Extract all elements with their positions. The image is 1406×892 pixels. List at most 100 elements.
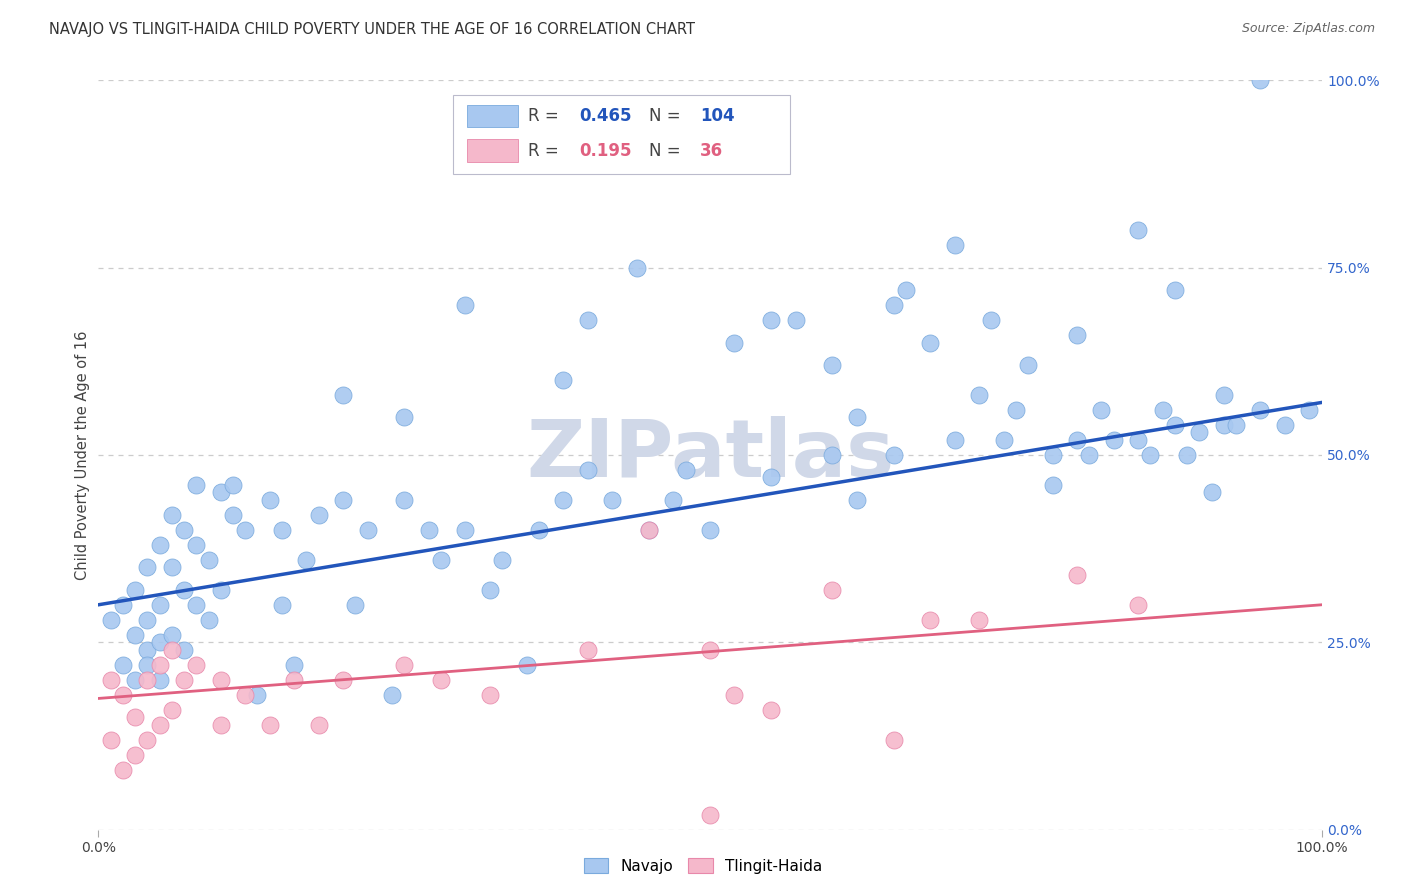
Point	[381, 688, 404, 702]
Text: 36: 36	[700, 142, 723, 160]
Point	[723, 688, 745, 702]
Point	[1017, 358, 1039, 372]
Point	[1201, 485, 1223, 500]
FancyBboxPatch shape	[467, 105, 517, 128]
Point	[283, 657, 305, 672]
Point	[308, 508, 330, 522]
Point	[332, 492, 354, 507]
Point	[332, 388, 354, 402]
Point	[1249, 403, 1271, 417]
Point	[821, 582, 844, 597]
Point	[1128, 223, 1150, 237]
Point	[149, 657, 172, 672]
Point	[723, 335, 745, 350]
Point	[478, 582, 501, 597]
Text: 104: 104	[700, 107, 735, 125]
Point	[1164, 283, 1187, 297]
Point	[209, 717, 232, 731]
Point	[100, 673, 122, 687]
Point	[553, 373, 575, 387]
Point	[1102, 433, 1125, 447]
Point	[430, 553, 453, 567]
Point	[454, 298, 477, 312]
Point	[149, 598, 172, 612]
Point	[186, 657, 208, 672]
Point	[993, 433, 1015, 447]
Point	[124, 747, 146, 762]
Point	[943, 433, 966, 447]
Text: N =: N =	[648, 107, 681, 125]
Point	[418, 523, 440, 537]
Point	[100, 732, 122, 747]
Point	[149, 635, 172, 649]
Point	[283, 673, 305, 687]
Point	[173, 582, 195, 597]
Text: R =: R =	[527, 142, 558, 160]
Point	[186, 478, 208, 492]
Point	[761, 470, 783, 484]
Point	[173, 523, 195, 537]
Point	[1066, 433, 1088, 447]
FancyBboxPatch shape	[467, 139, 517, 162]
Point	[209, 673, 232, 687]
Point	[1274, 417, 1296, 432]
Point	[356, 523, 378, 537]
Point	[980, 313, 1002, 327]
Point	[124, 628, 146, 642]
Point	[1042, 478, 1064, 492]
Point	[136, 732, 159, 747]
Point	[233, 523, 256, 537]
Point	[894, 283, 917, 297]
Point	[637, 523, 661, 537]
Point	[344, 598, 367, 612]
Point	[920, 335, 942, 350]
Point	[1128, 598, 1150, 612]
Point	[160, 642, 183, 657]
Point	[1139, 448, 1161, 462]
Point	[173, 673, 195, 687]
Point	[173, 642, 195, 657]
Point	[845, 492, 868, 507]
Point	[626, 260, 648, 275]
Text: 0.195: 0.195	[579, 142, 631, 160]
Point	[149, 538, 172, 552]
Point	[1042, 448, 1064, 462]
Point	[149, 673, 172, 687]
Text: N =: N =	[648, 142, 681, 160]
Point	[1090, 403, 1112, 417]
Point	[576, 642, 599, 657]
Point	[111, 598, 134, 612]
Point	[1188, 425, 1211, 440]
Point	[821, 448, 844, 462]
Point	[1066, 328, 1088, 343]
Point	[124, 710, 146, 724]
Point	[308, 717, 330, 731]
Point	[136, 560, 159, 574]
Point	[100, 613, 122, 627]
Point	[761, 313, 783, 327]
Point	[136, 613, 159, 627]
Point	[699, 807, 721, 822]
Point	[576, 313, 599, 327]
Point	[1249, 73, 1271, 87]
Point	[883, 448, 905, 462]
Point	[515, 657, 537, 672]
Point	[761, 703, 783, 717]
Legend: Navajo, Tlingit-Haida: Navajo, Tlingit-Haida	[578, 852, 828, 880]
Point	[1078, 448, 1101, 462]
Point	[197, 553, 219, 567]
Point	[1004, 403, 1026, 417]
Point	[222, 478, 245, 492]
Point	[1128, 433, 1150, 447]
Point	[295, 553, 318, 567]
Point	[160, 560, 183, 574]
Point	[111, 657, 134, 672]
Point	[124, 673, 146, 687]
Point	[491, 553, 513, 567]
Point	[553, 492, 575, 507]
Point	[527, 523, 550, 537]
Point	[454, 523, 477, 537]
Point	[209, 485, 232, 500]
Point	[186, 538, 208, 552]
Point	[332, 673, 354, 687]
